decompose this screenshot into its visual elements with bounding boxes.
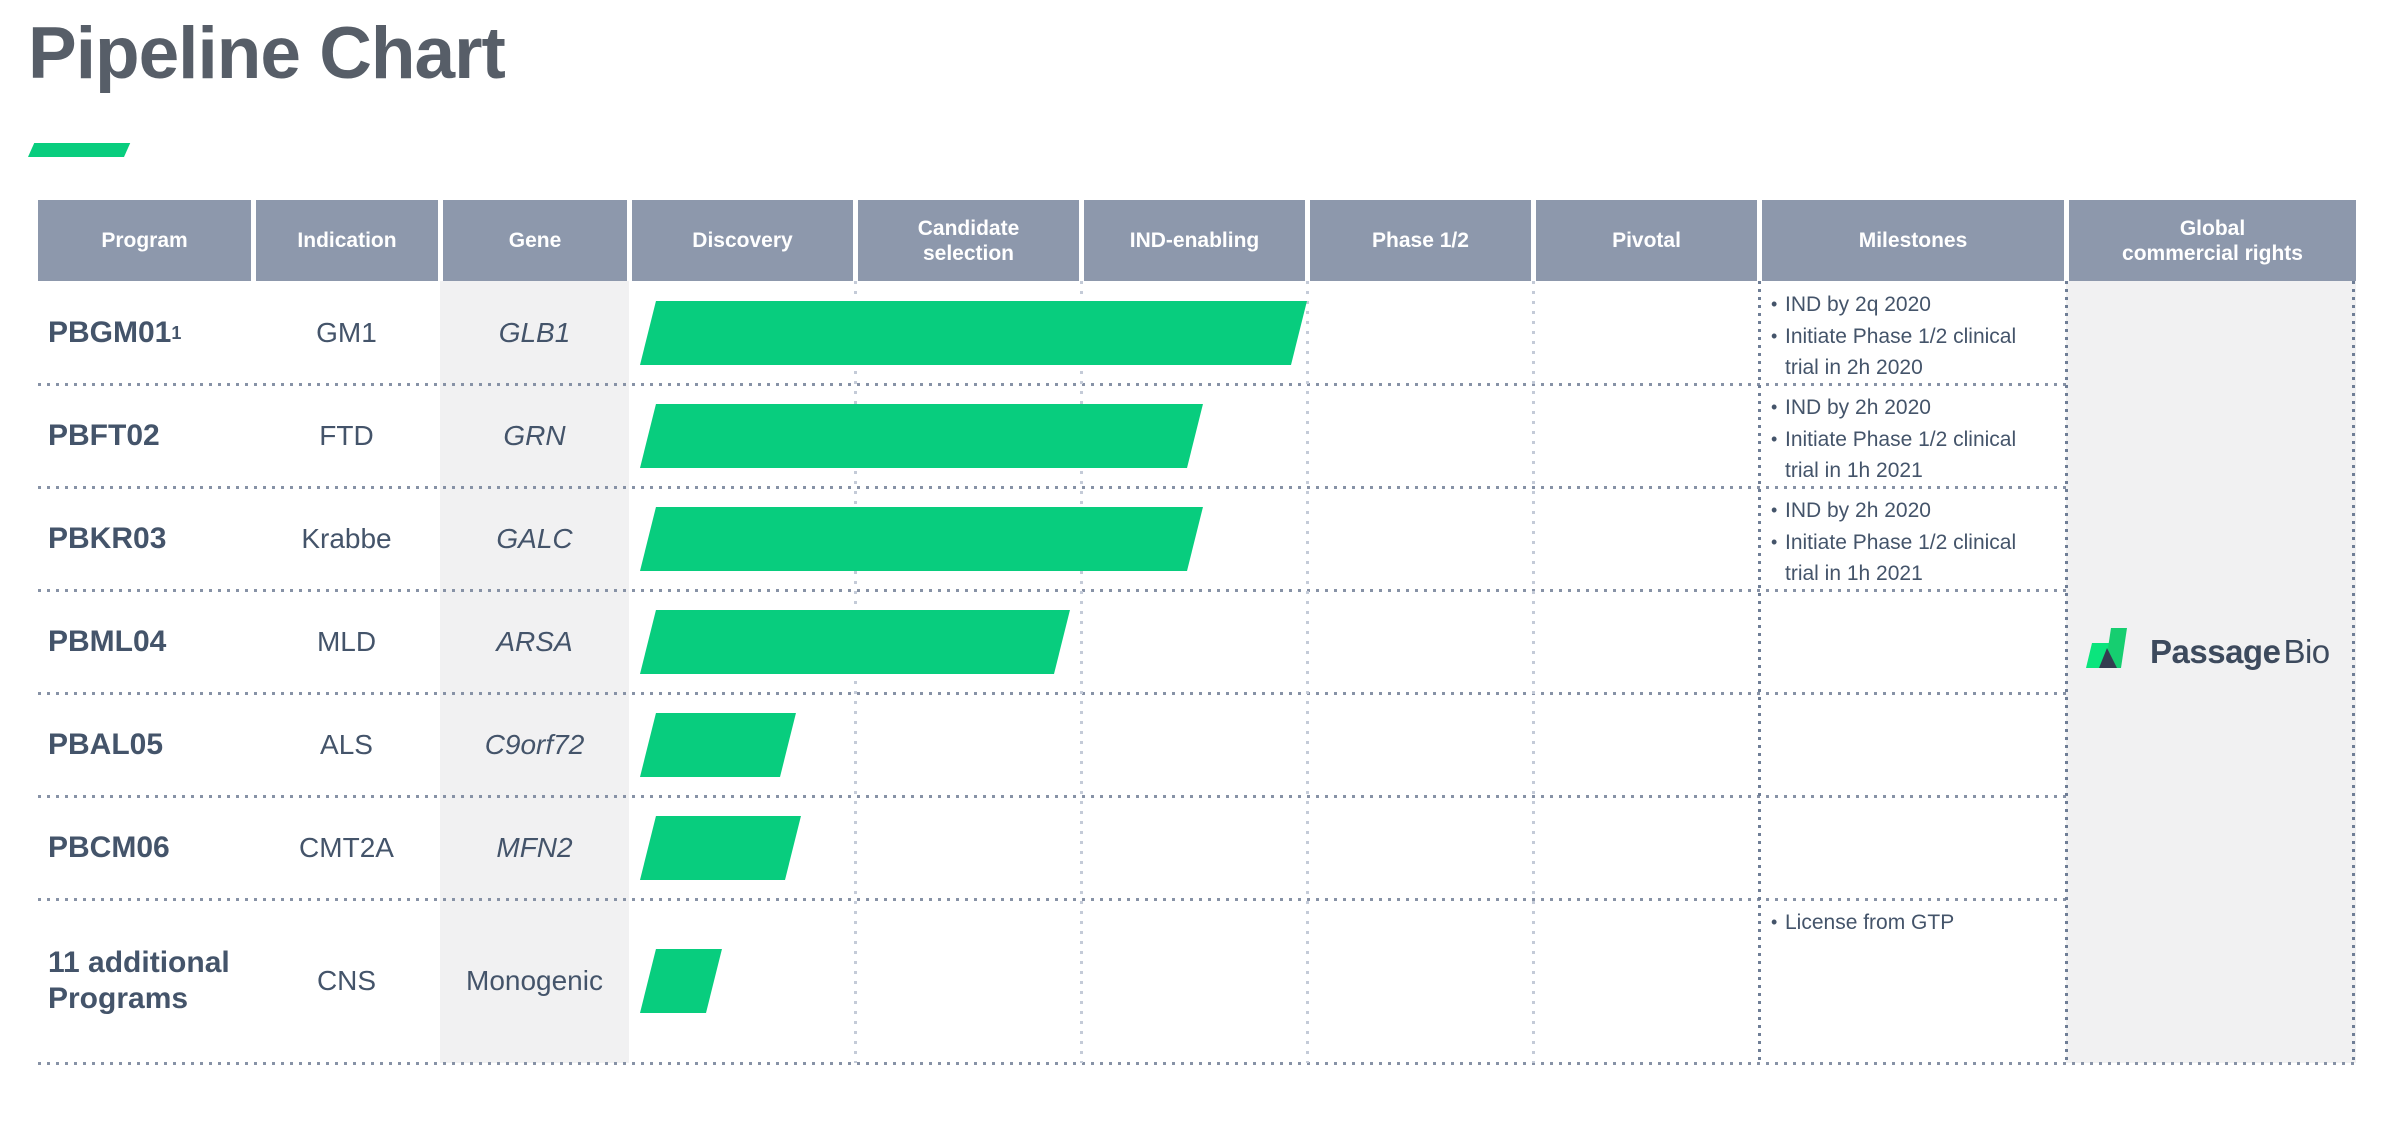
row-separator-dotted xyxy=(38,589,2066,592)
milestone-bullet: • xyxy=(1771,500,1778,520)
gene-cell: Monogenic xyxy=(466,965,603,996)
stage-column-separator-dotted xyxy=(1080,281,1083,1063)
milestone-item: • IND by 2h 2020 xyxy=(1771,495,2052,526)
header-cell-pivotal: Pivotal xyxy=(1536,200,1757,281)
header-cell-gene: Gene xyxy=(443,200,627,281)
indication-cell: CMT2A xyxy=(299,831,394,863)
program-cell: PBAL05 xyxy=(48,727,164,761)
milestone-item: • Initiate Phase 1/2 clinical trial in 2h… xyxy=(1771,321,2052,383)
header-cell-milestones: Milestones xyxy=(1762,200,2064,281)
passage-bio-logo: PassageBio xyxy=(2086,624,2330,668)
header-cell-phase-1-2: Phase 1/2 xyxy=(1310,200,1531,281)
milestone-text: IND by 2h 2020 xyxy=(1785,499,1931,522)
milestone-text: IND by 2h 2020 xyxy=(1785,396,1931,419)
milestone-text: Initiate Phase 1/2 clinical trial in 1h … xyxy=(1785,428,2017,482)
indication-cell: FTD xyxy=(319,419,374,451)
gene-cell: C9orf72 xyxy=(484,728,585,760)
stage-progress-bar xyxy=(640,301,1307,365)
program-cell: 11 additional Programs xyxy=(48,946,230,1015)
header-cell-discovery: Discovery xyxy=(632,200,853,281)
milestone-text: License from GTP xyxy=(1785,911,1955,934)
indication-cell: GM1 xyxy=(316,316,377,348)
milestone-bullet: • xyxy=(1771,912,1778,932)
logo-text-passage: Passage xyxy=(2150,633,2281,670)
gene-column-background xyxy=(440,281,629,1063)
stage-progress-bar xyxy=(640,713,796,777)
indication-cell: Krabbe xyxy=(301,522,392,554)
milestone-item: • Initiate Phase 1/2 clinical trial in 1h… xyxy=(1771,424,2052,486)
program-cell: PBCM06 xyxy=(48,830,170,864)
row-separator-dotted xyxy=(38,383,2066,386)
milestones-column-border-dotted xyxy=(1758,281,1761,1063)
program-cell: PBKR03 xyxy=(48,521,167,555)
milestone-text: Initiate Phase 1/2 clinical trial in 2h … xyxy=(1785,325,2017,379)
gene-cell: ARSA xyxy=(496,625,573,657)
indication-cell: MLD xyxy=(316,625,377,657)
logo-text-bio: Bio xyxy=(2283,633,2330,670)
page-title: Pipeline Chart xyxy=(28,13,506,94)
stage-progress-bar xyxy=(640,816,801,880)
stage-column-separator-dotted xyxy=(1306,281,1309,1063)
milestone-item: • License from GTP xyxy=(1771,907,2052,938)
milestone-item: • Initiate Phase 1/2 clinical trial in 1h… xyxy=(1771,527,2052,589)
table-bottom-border-dotted xyxy=(38,1062,2356,1065)
program-cell: PBGM01 1 xyxy=(48,315,182,349)
gene-cell: GRN xyxy=(503,419,566,451)
milestone-item: • IND by 2h 2020 xyxy=(1771,392,2052,423)
gene-cell: MFN2 xyxy=(496,831,573,863)
milestone-item: • IND by 2q 2020 xyxy=(1771,289,2052,320)
row-separator-dotted xyxy=(38,898,2066,901)
indication-cell: CNS xyxy=(316,965,377,996)
stage-column-separator-dotted xyxy=(1532,281,1535,1063)
header-cell-global-commercial-rights: Global commercial rights xyxy=(2069,200,2356,281)
stage-progress-bar xyxy=(640,949,722,1013)
milestones-column-border-dotted xyxy=(2065,281,2068,1063)
stage-progress-bar xyxy=(640,404,1203,468)
milestones-cell: • IND by 2h 2020 • Initiate Phase 1/2 clini… xyxy=(1771,495,2052,589)
milestones-cell: • IND by 2h 2020 • Initiate Phase 1/2 clini… xyxy=(1771,392,2052,486)
milestone-bullet: • xyxy=(1771,532,1778,552)
header-cell-candidate-selection: Candidate selection xyxy=(858,200,1079,281)
gene-cell: GLB1 xyxy=(498,316,571,348)
stage-progress-bar xyxy=(640,610,1070,674)
milestone-bullet: • xyxy=(1771,294,1778,314)
passage-bio-logo-mark xyxy=(2086,628,2127,668)
header-cell-program: Program xyxy=(38,200,251,281)
milestone-bullet: • xyxy=(1771,326,1778,346)
global-rights-column-background xyxy=(2066,281,2356,1063)
milestones-cell: • License from GTP xyxy=(1771,907,2052,938)
milestones-cell: • IND by 2q 2020 • Initiate Phase 1/2 clini… xyxy=(1771,289,2052,383)
row-separator-dotted xyxy=(38,692,2066,695)
title-underline xyxy=(28,143,131,157)
program-cell: PBML04 xyxy=(48,624,167,658)
passage-bio-logo-text: PassageBio xyxy=(2150,635,2330,668)
stage-progress-bar xyxy=(640,507,1203,571)
indication-cell: ALS xyxy=(320,728,373,760)
gene-cell: GALC xyxy=(496,522,573,554)
milestones-column-border-dotted xyxy=(2352,281,2355,1063)
milestone-text: Initiate Phase 1/2 clinical trial in 1h … xyxy=(1785,531,2017,585)
row-separator-dotted xyxy=(38,486,2066,489)
milestone-text: IND by 2q 2020 xyxy=(1785,293,1931,316)
program-cell: PBFT02 xyxy=(48,418,160,452)
milestone-bullet: • xyxy=(1771,429,1778,449)
header-cell-indication: Indication xyxy=(256,200,438,281)
milestone-bullet: • xyxy=(1771,397,1778,417)
row-separator-dotted xyxy=(38,795,2066,798)
header-cell-ind-enabling: IND-enabling xyxy=(1084,200,1305,281)
